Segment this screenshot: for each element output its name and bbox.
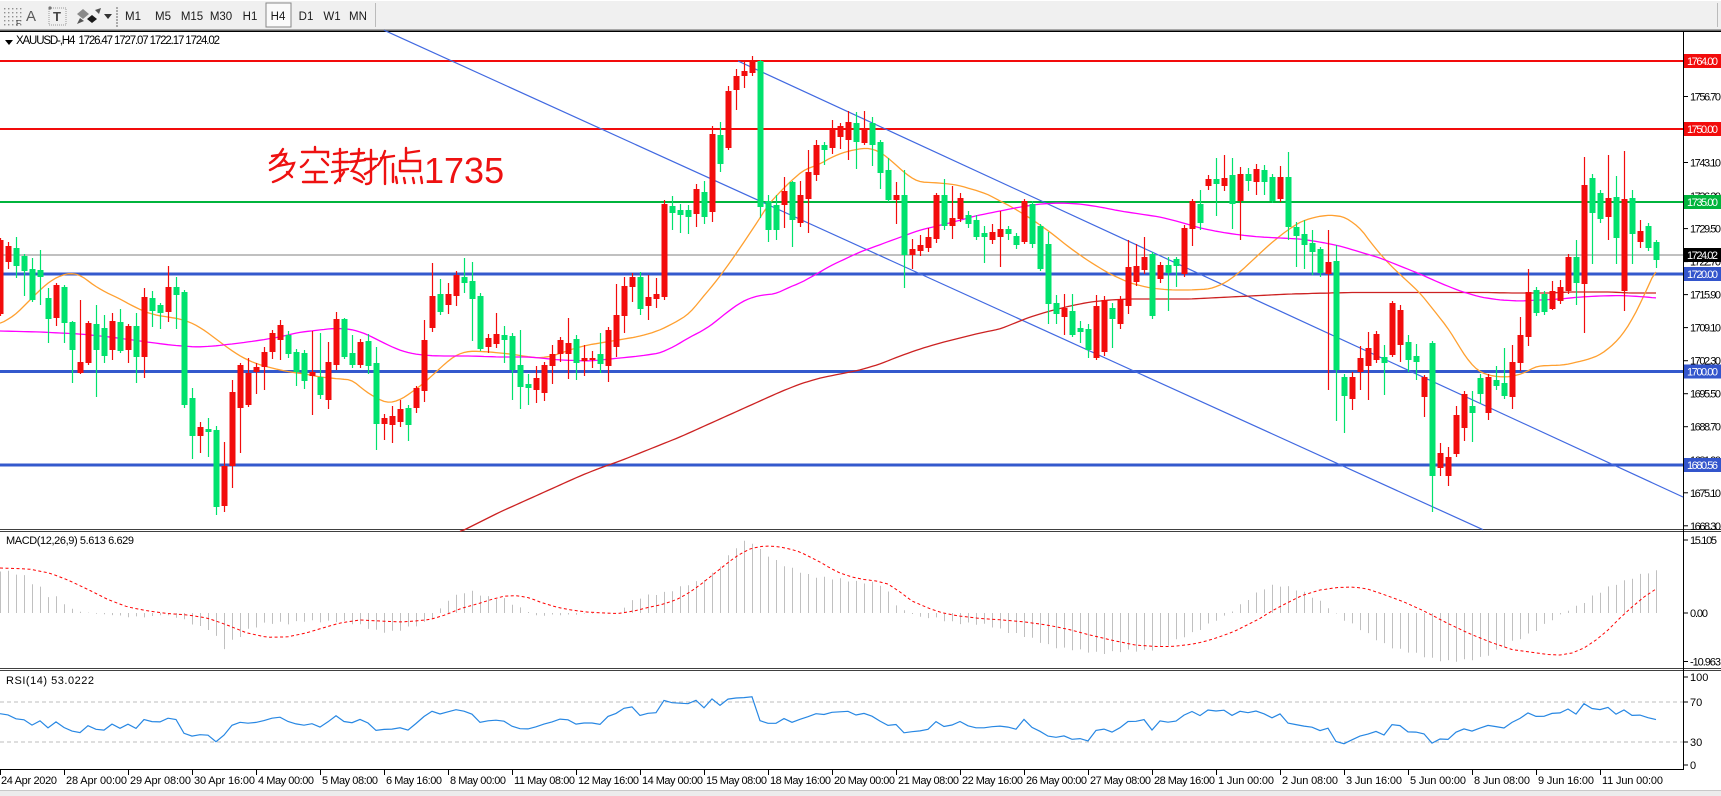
svg-text:8 Jun 08:00: 8 Jun 08:00 [1474, 775, 1530, 787]
svg-text:M5: M5 [155, 11, 171, 23]
svg-text:W1: W1 [323, 11, 340, 23]
svg-text:MACD(12,26,9) 5.613 6.629: MACD(12,26,9) 5.613 6.629 [6, 535, 134, 547]
svg-text:1756.70: 1756.70 [1690, 92, 1721, 104]
svg-text:14 May 00:00: 14 May 00:00 [642, 775, 703, 787]
svg-text:21 May 08:00: 21 May 08:00 [898, 775, 959, 787]
svg-text:100: 100 [1690, 672, 1708, 684]
svg-text:9 Jun 16:00: 9 Jun 16:00 [1538, 775, 1594, 787]
svg-text:M15: M15 [181, 11, 203, 23]
svg-text:15 May 08:00: 15 May 08:00 [706, 775, 767, 787]
svg-text:1700.00: 1700.00 [1687, 367, 1718, 379]
svg-text:1680.56: 1680.56 [1687, 460, 1718, 472]
svg-text:11 May 08:00: 11 May 08:00 [514, 775, 575, 787]
svg-text:0: 0 [1690, 760, 1696, 772]
svg-text:5 Jun 00:00: 5 Jun 00:00 [1410, 775, 1466, 787]
svg-text:18 May 16:00: 18 May 16:00 [770, 775, 831, 787]
svg-text:1675.10: 1675.10 [1690, 488, 1721, 500]
svg-text:1724.02: 1724.02 [1687, 250, 1718, 262]
svg-text:2 Jun 08:00: 2 Jun 08:00 [1282, 775, 1338, 787]
svg-text:70: 70 [1690, 697, 1702, 709]
svg-text:15.105: 15.105 [1690, 535, 1717, 547]
svg-text:XAUUSD-,H4 1726.47 1727.07 17: XAUUSD-,H4 1726.47 1727.07 1722.17 1724.… [16, 35, 220, 47]
svg-text:4 May 00:00: 4 May 00:00 [258, 775, 314, 787]
svg-text:1764.00: 1764.00 [1687, 56, 1718, 68]
svg-text:11 Jun 00:00: 11 Jun 00:00 [1602, 775, 1663, 787]
svg-text:1729.50: 1729.50 [1690, 224, 1721, 236]
svg-text:1735.00: 1735.00 [1687, 197, 1718, 209]
svg-text:5 May 08:00: 5 May 08:00 [322, 775, 378, 787]
svg-text:6 May 16:00: 6 May 16:00 [386, 775, 442, 787]
svg-text:20 May 00:00: 20 May 00:00 [834, 775, 895, 787]
svg-text:12 May 16:00: 12 May 16:00 [578, 775, 639, 787]
svg-text:1709.10: 1709.10 [1690, 323, 1721, 335]
svg-text:24 Apr 2020: 24 Apr 2020 [1, 775, 57, 787]
svg-text:M30: M30 [210, 11, 232, 23]
svg-text:-10.963: -10.963 [1690, 657, 1721, 669]
svg-text:1668.30: 1668.30 [1690, 521, 1721, 533]
svg-text:26 May 00:00: 26 May 00:00 [1026, 775, 1087, 787]
svg-text:29 Apr 08:00: 29 Apr 08:00 [130, 775, 191, 787]
svg-text:F: F [16, 19, 21, 28]
svg-text:22 May 16:00: 22 May 16:00 [962, 775, 1023, 787]
svg-text:30 Apr 16:00: 30 Apr 16:00 [194, 775, 255, 787]
svg-text:1720.00: 1720.00 [1687, 269, 1718, 281]
svg-text:28 Apr 00:00: 28 Apr 00:00 [66, 775, 127, 787]
svg-text:8 May 00:00: 8 May 00:00 [450, 775, 506, 787]
svg-text:30: 30 [1690, 737, 1702, 749]
svg-text:3 Jun 16:00: 3 Jun 16:00 [1346, 775, 1402, 787]
svg-text:1688.70: 1688.70 [1690, 422, 1721, 434]
svg-text:1 Jun 00:00: 1 Jun 00:00 [1218, 775, 1274, 787]
svg-text:1750.00: 1750.00 [1687, 124, 1718, 136]
svg-text:1735: 1735 [424, 150, 504, 191]
svg-text:1743.10: 1743.10 [1690, 158, 1721, 170]
svg-text:MN: MN [349, 11, 367, 23]
svg-text:T: T [53, 9, 61, 24]
svg-text:1695.50: 1695.50 [1690, 389, 1721, 401]
svg-text:D1: D1 [299, 11, 314, 23]
svg-text:27 May 08:00: 27 May 08:00 [1090, 775, 1151, 787]
svg-text:1715.90: 1715.90 [1690, 290, 1721, 302]
svg-text:H1: H1 [243, 11, 258, 23]
svg-text:28 May 16:00: 28 May 16:00 [1154, 775, 1215, 787]
svg-text:RSI(14) 53.0222: RSI(14) 53.0222 [6, 675, 94, 687]
svg-text:A: A [26, 8, 36, 25]
svg-text:H4: H4 [271, 11, 286, 23]
svg-text:M1: M1 [125, 11, 141, 23]
svg-text:0.00: 0.00 [1690, 608, 1708, 620]
